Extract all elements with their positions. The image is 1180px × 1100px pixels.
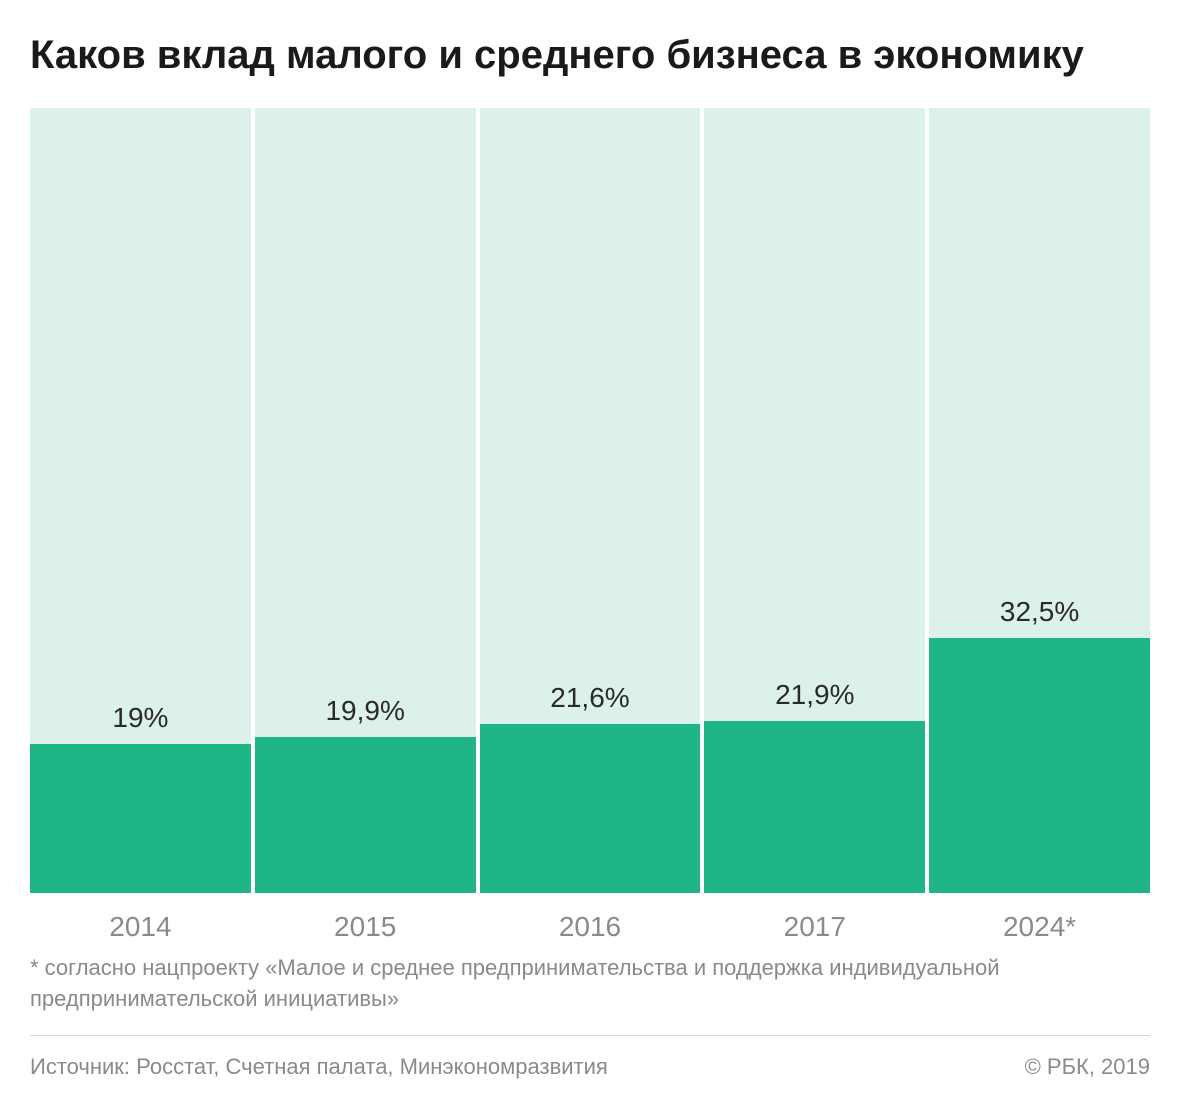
x-axis-label: 2015 <box>255 911 476 943</box>
bar-value-label: 21,9% <box>704 679 925 721</box>
x-axis-labels: 2014 2015 2016 2017 2024* <box>30 911 1150 943</box>
chart-title: Каков вклад малого и среднего бизнеса в … <box>30 30 1150 80</box>
x-axis-label: 2014 <box>30 911 251 943</box>
bar-foreground: 32,5% <box>929 638 1150 893</box>
bar-stack: 19,9% <box>255 108 476 893</box>
bar-background <box>480 108 701 724</box>
bar-value-label: 32,5% <box>929 596 1150 638</box>
bar-column: 21,6% <box>480 108 701 893</box>
bar-background <box>929 108 1150 638</box>
bar-foreground: 21,9% <box>704 721 925 893</box>
bar-column: 21,9% <box>704 108 925 893</box>
bar-background <box>30 108 251 744</box>
source-text: Источник: Росстат, Счетная палата, Минэк… <box>30 1054 608 1080</box>
bar-column: 32,5% <box>929 108 1150 893</box>
bar-foreground: 21,6% <box>480 724 701 894</box>
chart-footer: Источник: Росстат, Счетная палата, Минэк… <box>30 1036 1150 1080</box>
bar-background <box>255 108 476 737</box>
bar-stack: 21,9% <box>704 108 925 893</box>
bar-column: 19% <box>30 108 251 893</box>
x-axis-label: 2016 <box>480 911 701 943</box>
copyright-text: © РБК, 2019 <box>1025 1054 1150 1080</box>
x-axis-label: 2024* <box>929 911 1150 943</box>
bar-value-label: 19,9% <box>255 695 476 737</box>
bar-stack: 21,6% <box>480 108 701 893</box>
bar-stack: 19% <box>30 108 251 893</box>
chart-plot-area: 19% 19,9% 21,6% 21,9% <box>30 108 1150 893</box>
x-axis-label: 2017 <box>704 911 925 943</box>
chart-footnote: * согласно нацпроекту «Малое и среднее п… <box>30 953 1150 1035</box>
bar-value-label: 19% <box>30 702 251 744</box>
bar-foreground: 19,9% <box>255 737 476 893</box>
bar-column: 19,9% <box>255 108 476 893</box>
bar-foreground: 19% <box>30 744 251 893</box>
bar-value-label: 21,6% <box>480 682 701 724</box>
bar-background <box>704 108 925 721</box>
bar-stack: 32,5% <box>929 108 1150 893</box>
